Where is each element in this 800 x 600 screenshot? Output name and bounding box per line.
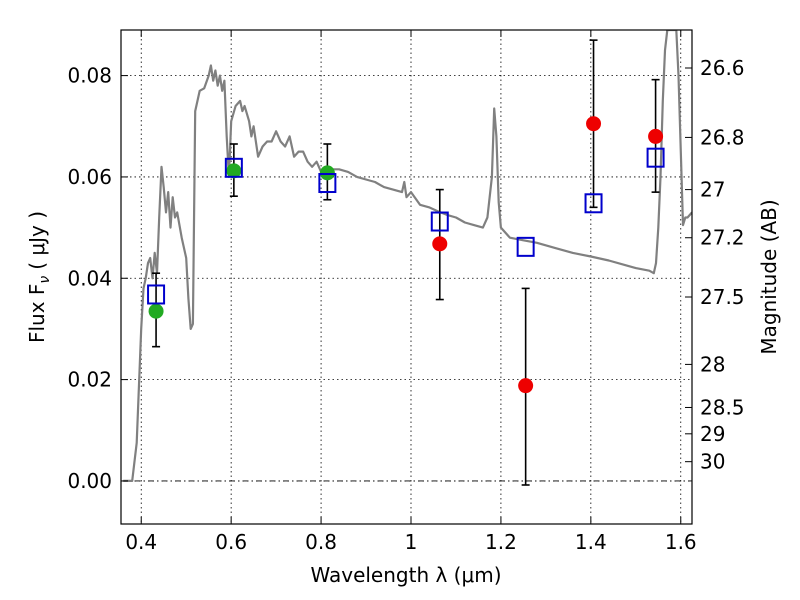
x-tick-label: 1 <box>405 530 418 554</box>
model-photometry-marker <box>516 236 535 257</box>
optical-data-point <box>148 303 164 319</box>
plot-background <box>121 30 692 524</box>
x-tick-label: 1.6 <box>665 530 697 554</box>
right-tick-label: 28 <box>700 352 725 376</box>
y-axis-label-main: Flux F <box>25 284 49 343</box>
right-axis-label: Magnitude (AB) <box>757 199 781 354</box>
x-tick-label: 0.6 <box>215 530 247 554</box>
right-tick-label: 27 <box>700 178 725 202</box>
y-axis-label-subscript: ν <box>37 276 53 284</box>
ticks: 0.4 0.6 0.8 1 1.2 1.4 1.6 0.00 0.02 0.04 0.06 0.08 2… <box>67 30 745 554</box>
x-axis-label: Wavelength λ (μm) <box>310 563 501 587</box>
nir-data-point <box>432 236 448 252</box>
y-tick-label: 0.08 <box>67 64 112 88</box>
right-tick-label: 29 <box>700 422 725 446</box>
plot-frame <box>120 29 693 525</box>
x-tick-label: 0.4 <box>125 530 157 554</box>
model-photometry-marker <box>224 157 243 178</box>
x-tick-label: 0.8 <box>305 530 337 554</box>
model-photometry-marker <box>318 173 337 194</box>
model-spectrum-line <box>123 30 692 482</box>
y-tick-label: 0.06 <box>67 165 112 189</box>
optical-data-point <box>319 165 335 181</box>
nir-data-point <box>586 116 602 132</box>
right-tick-label: 26.8 <box>700 125 745 149</box>
nir-data-point <box>518 378 534 394</box>
y-axis-label: Flux Fν ( μJy ) <box>25 211 53 343</box>
right-tick-label: 30 <box>700 450 725 474</box>
right-tick-label: 28.5 <box>700 395 745 419</box>
model-photometry-marker <box>584 193 603 214</box>
optical-data-point <box>226 163 242 179</box>
right-tick-label: 26.6 <box>700 56 745 80</box>
x-tick-label: 1.4 <box>575 530 607 554</box>
y-tick-label: 0.04 <box>67 266 112 290</box>
y-tick-label: 0.00 <box>67 469 112 493</box>
model-photometry-marker <box>646 147 665 168</box>
y-tick-label: 0.02 <box>67 368 112 392</box>
data-layer <box>123 30 692 486</box>
right-tick-label: 27.2 <box>700 226 745 250</box>
nir-data-point <box>648 128 664 144</box>
model-photometry-marker <box>430 211 449 232</box>
x-tick-label: 1.2 <box>485 530 517 554</box>
y-axis-label-unit: ( μJy ) <box>25 211 49 270</box>
right-tick-label: 27.5 <box>700 285 745 309</box>
model-photometry-marker <box>147 284 166 305</box>
